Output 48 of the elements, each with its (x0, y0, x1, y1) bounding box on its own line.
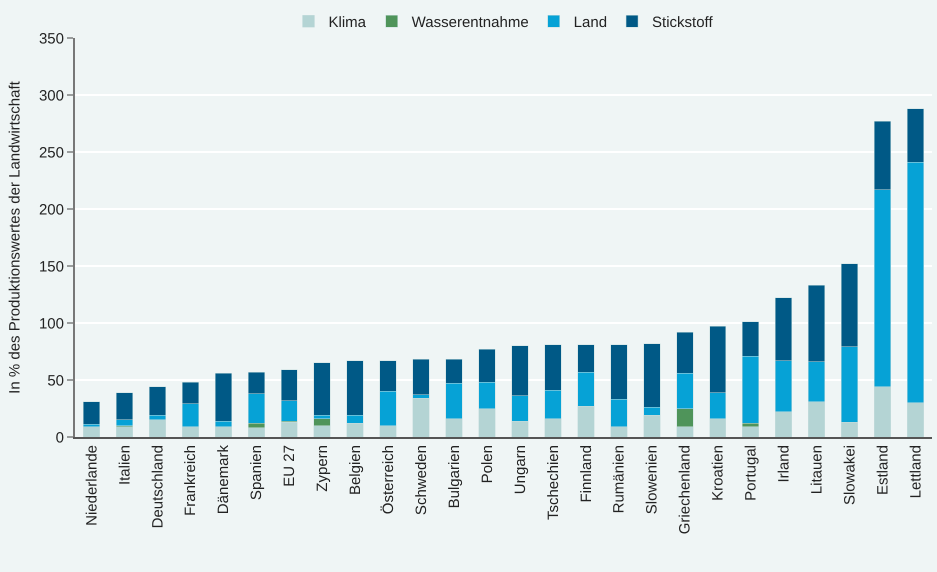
bar (314, 362, 331, 416)
y-tick-label: 350 (38, 30, 64, 48)
legend-label: Land (574, 14, 608, 32)
y-tick-label: 150 (38, 258, 64, 276)
x-tick-label: Slowenien (644, 445, 661, 514)
y-tick-label: 250 (38, 144, 64, 162)
x-tick-label: Belgien (347, 445, 364, 496)
x-tick-label: Lettland (907, 445, 924, 498)
bar (742, 426, 760, 437)
bar (148, 386, 166, 416)
x-tick-label: Rumänien (610, 445, 628, 514)
y-tick-label: 0 (56, 429, 64, 446)
x-tick-label: Österreich (380, 445, 398, 514)
bar (248, 428, 265, 437)
x-tick-label: Tschechien (544, 445, 562, 520)
x-tick-label: Estland (874, 445, 892, 496)
bar (148, 420, 166, 437)
x-tick-label: Bulgarien (446, 445, 463, 508)
x-tick-label: Kroatien (710, 445, 727, 501)
x-tick-label: EU 27 (281, 445, 298, 487)
x-tick-label: Litauen (808, 445, 826, 494)
x-tick-label: Polen (478, 445, 496, 484)
y-tick-label: 100 (38, 315, 64, 332)
y-tick-label: 50 (47, 372, 64, 390)
x-tick-label: Niederlande (83, 445, 100, 526)
legend-label: Stickstoff (652, 14, 714, 32)
legend-label: Wasserentnahme (412, 14, 529, 32)
x-tick-label: Italien (116, 445, 134, 486)
bar (412, 359, 430, 396)
y-axis-title: In % des Produktionswertes der Landwirtschaft (6, 80, 24, 394)
x-tick-label: Irland (776, 445, 793, 483)
y-tick-label: 200 (38, 201, 64, 218)
x-tick-label: Griechenland (676, 445, 694, 534)
bar (82, 401, 100, 425)
bar (412, 398, 430, 437)
bar (82, 426, 100, 437)
x-tick-label: Frankreich (182, 445, 200, 516)
x-tick-label: Slowakei (841, 445, 858, 506)
x-tick-label: Deutschland (149, 445, 166, 528)
y-tick-label: 300 (38, 87, 64, 104)
legend-label: Klima (328, 14, 367, 32)
x-tick-label: Portugal (742, 445, 760, 501)
x-tick-label: Zypern (314, 445, 332, 492)
x-tick-label: Dänemark (215, 444, 232, 514)
x-tick-label: Finnland (578, 445, 595, 503)
x-tick-label: Spanien (248, 445, 266, 500)
x-tick-label: Schweden (412, 445, 430, 516)
x-tick-label: Ungarn (512, 445, 529, 494)
